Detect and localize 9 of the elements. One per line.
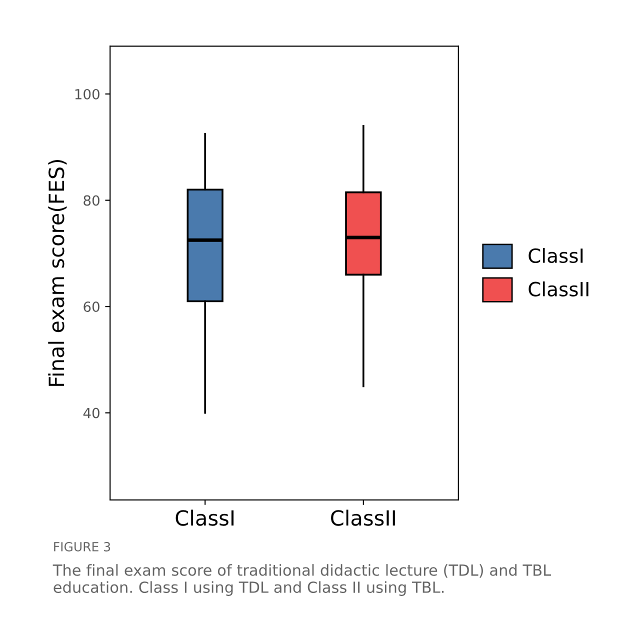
legend-label: ClassI — [528, 248, 583, 264]
text: The final exam score of traditional didactic lecture (TDL) and TBL education. Class I using TDL and Class II using TBL. — [52, 564, 551, 596]
y-tick-label: 100 — [75, 88, 100, 100]
legend-label: ClassII — [528, 281, 588, 296]
y-tick-label: 80 — [84, 195, 100, 206]
y-tick-label: 60 — [84, 302, 100, 312]
caption: FIGURE 3 — [54, 542, 110, 552]
y-tick-label: 40 — [83, 408, 100, 418]
y-axis-title: Final exam score(FES) — [48, 160, 67, 386]
